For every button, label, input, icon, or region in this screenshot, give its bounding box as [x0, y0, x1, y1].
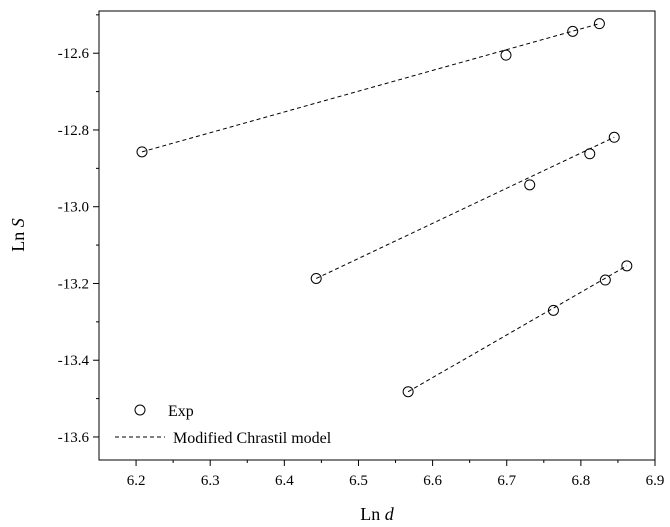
data-point — [310, 272, 322, 284]
legend-label-model: Modified Chrastil model — [173, 430, 332, 447]
x-tick-label: 6.8 — [571, 473, 590, 489]
data-point — [599, 274, 611, 286]
plot-frame — [98, 10, 656, 461]
data-point — [547, 304, 559, 316]
y-tick-label: -13.6 — [58, 430, 90, 446]
x-tick-label: 6.6 — [423, 473, 442, 489]
x-tick-label: 6.7 — [497, 473, 516, 489]
data-point — [608, 131, 620, 143]
x-tick-label: 6.9 — [646, 473, 665, 489]
x-axis-title: Ln d — [360, 504, 395, 524]
fit-line-1 — [141, 23, 600, 153]
y-tick-label: -12.6 — [58, 46, 90, 62]
data-points — [136, 18, 633, 398]
data-point — [567, 25, 579, 37]
y-axis-title: Ln S — [8, 218, 28, 252]
data-point — [593, 18, 605, 30]
data-point — [584, 148, 596, 160]
y-tick-label: -13.0 — [58, 200, 89, 216]
fit-lines — [141, 23, 628, 393]
legend-marker-exp — [134, 404, 146, 416]
data-point — [136, 146, 148, 158]
x-tick-label: 6.4 — [275, 473, 294, 489]
fit-line-2 — [315, 136, 615, 279]
legend: Exp Modified Chrastil model — [115, 403, 332, 447]
y-tick-label: -12.8 — [58, 123, 89, 139]
x-tick-label: 6.5 — [349, 473, 368, 489]
data-point — [524, 179, 536, 191]
legend-label-exp: Exp — [168, 403, 194, 420]
y-axis-ticks: -13.6 -13.4 -13.2 -13.0 -12.8 -12.6 — [58, 14, 99, 446]
data-point — [621, 260, 633, 272]
y-tick-label: -13.4 — [58, 353, 90, 369]
y-tick-label: -13.2 — [58, 276, 89, 292]
data-point — [500, 49, 512, 61]
x-axis-ticks: 6.2 6.3 6.4 6.5 6.6 6.7 6.8 6.9 — [127, 460, 665, 489]
data-point — [402, 386, 414, 398]
x-tick-label: 6.3 — [201, 473, 220, 489]
fit-line-3 — [407, 265, 628, 393]
x-tick-label: 6.2 — [127, 473, 146, 489]
